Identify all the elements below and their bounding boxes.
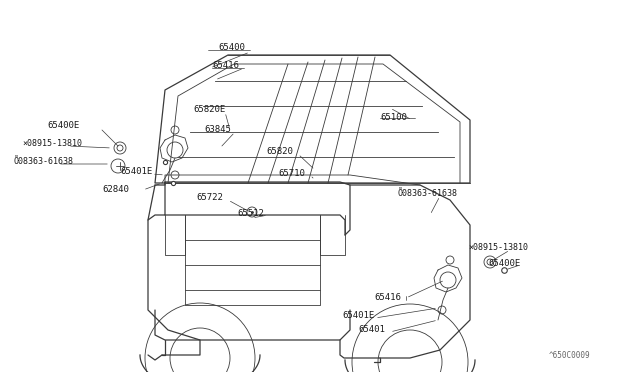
Text: 65820: 65820	[266, 148, 293, 157]
Text: 65100: 65100	[380, 113, 407, 122]
Text: 62840: 62840	[102, 186, 129, 195]
Text: Õ08363-61638: Õ08363-61638	[398, 189, 458, 199]
Text: ×08915-13810: ×08915-13810	[22, 140, 82, 148]
Text: 63845: 63845	[204, 125, 231, 135]
Text: 65710: 65710	[278, 170, 305, 179]
Text: 65416: 65416	[374, 294, 401, 302]
Text: 65401E: 65401E	[120, 167, 152, 176]
Text: 65512: 65512	[237, 209, 264, 218]
Text: ^650C0009: ^650C0009	[548, 351, 590, 360]
Text: 65401: 65401	[358, 326, 385, 334]
Text: ×08915-13810: ×08915-13810	[468, 244, 528, 253]
Text: 65722: 65722	[196, 193, 223, 202]
Text: Õ08363-61638: Õ08363-61638	[14, 157, 74, 167]
Text: 65820E: 65820E	[193, 106, 225, 115]
Text: 65400E: 65400E	[488, 260, 520, 269]
Text: 65416: 65416	[212, 61, 239, 71]
Text: 65401E: 65401E	[342, 311, 374, 321]
Text: 65400E: 65400E	[47, 122, 79, 131]
Text: 65400: 65400	[218, 44, 245, 52]
